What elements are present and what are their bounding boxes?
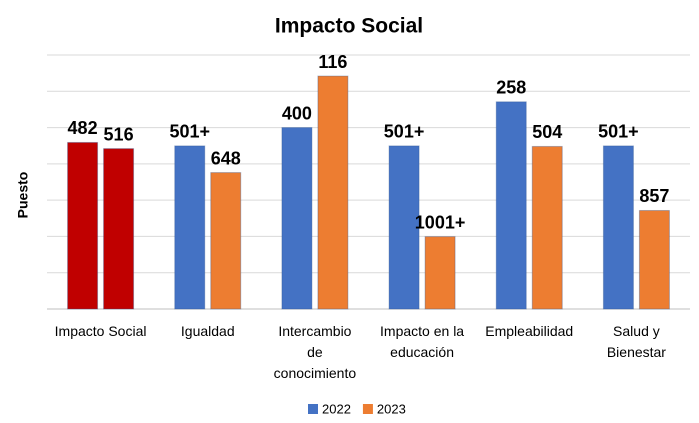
bar xyxy=(424,236,456,310)
data-label: 258 xyxy=(496,78,526,98)
bar xyxy=(531,145,563,310)
y-axis-label: Puesto xyxy=(15,172,31,219)
data-label: 400 xyxy=(282,103,312,123)
legend-label: 2022 xyxy=(322,401,351,416)
bar xyxy=(602,145,634,310)
data-label: 501+ xyxy=(169,122,210,142)
data-label: 648 xyxy=(211,148,241,168)
x-tick-label: Igualdad xyxy=(180,323,235,339)
x-tick-label: Impacto en la educación xyxy=(380,323,465,360)
bar xyxy=(210,172,242,310)
data-label: 857 xyxy=(639,186,669,206)
data-label: 501+ xyxy=(384,122,425,142)
data-label: 482 xyxy=(68,118,98,138)
data-label: 116 xyxy=(318,52,347,72)
data-label: 1001+ xyxy=(415,212,466,232)
bar xyxy=(103,148,135,310)
x-tick-label: Empleabilidad xyxy=(485,323,574,339)
data-label: 516 xyxy=(104,124,134,144)
x-tick-label: Salud y Bienestar xyxy=(606,323,666,360)
legend-swatch xyxy=(308,404,318,414)
bar xyxy=(317,75,349,310)
data-label: 504 xyxy=(532,122,562,142)
bar xyxy=(67,141,99,310)
x-tick-label: Intercambio de conocimiento xyxy=(273,323,357,381)
legend-label: 2023 xyxy=(377,401,406,416)
bar xyxy=(281,127,313,310)
legend-swatch xyxy=(362,404,373,414)
bar xyxy=(495,101,527,310)
chart-title: Impacto Social xyxy=(275,15,423,38)
bar xyxy=(174,145,206,310)
bar xyxy=(638,209,670,310)
data-label: 501+ xyxy=(598,122,639,142)
x-tick-label: Impacto Social xyxy=(54,323,147,339)
bar xyxy=(388,145,420,310)
